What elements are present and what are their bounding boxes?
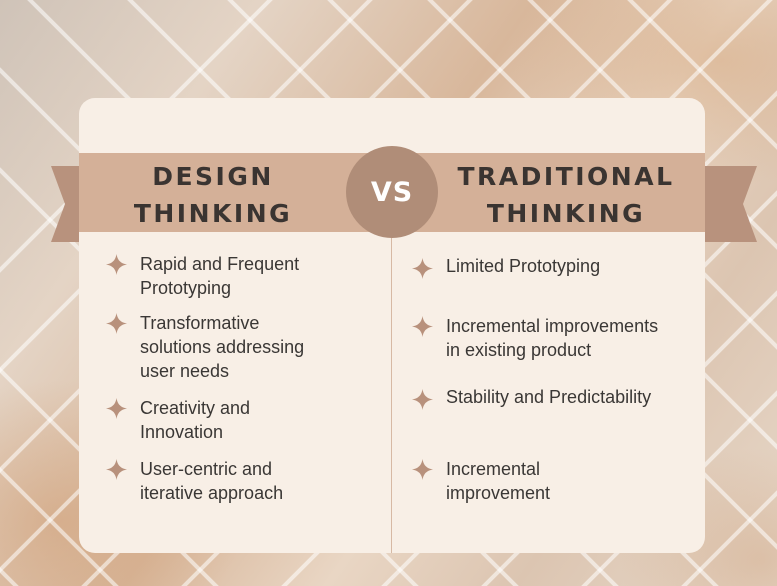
design-thinking-title: DESIGN THINKING [103, 158, 323, 232]
four-point-star-icon [412, 258, 433, 279]
left-title-line1: DESIGN [152, 162, 274, 191]
four-point-star-icon [106, 398, 127, 419]
list-item-text: Stability and Predictability [446, 387, 652, 407]
four-point-star-icon [106, 254, 127, 275]
vs-badge: VS [346, 146, 438, 238]
four-point-star-icon [106, 313, 127, 334]
four-point-star-icon [412, 389, 433, 410]
list-item-text: Incremental improvements in existing pro… [446, 316, 659, 360]
four-point-star-icon [106, 459, 127, 480]
column-divider [391, 238, 392, 553]
traditional-thinking-title: TRADITIONAL THINKING [456, 158, 676, 232]
right-title-line2: THINKING [486, 199, 646, 228]
ribbon-tail-right [705, 166, 757, 242]
list-item-text: Incremental improvement [446, 459, 551, 503]
left-title-line2: THINKING [133, 199, 293, 228]
right-title-line1: TRADITIONAL [457, 162, 675, 191]
ribbon-tail-left [51, 166, 81, 242]
four-point-star-icon [412, 316, 433, 337]
list-item-text: Rapid and Frequent Prototyping [140, 254, 300, 298]
list-item-text: Transformative solutions addressing user… [140, 313, 305, 381]
list-item-text: User-centric and iterative approach [140, 459, 284, 503]
list-item-text: Limited Prototyping [446, 256, 601, 276]
vs-label: VS [370, 176, 414, 208]
list-item-text: Creativity and Innovation [140, 398, 251, 442]
four-point-star-icon [412, 459, 433, 480]
